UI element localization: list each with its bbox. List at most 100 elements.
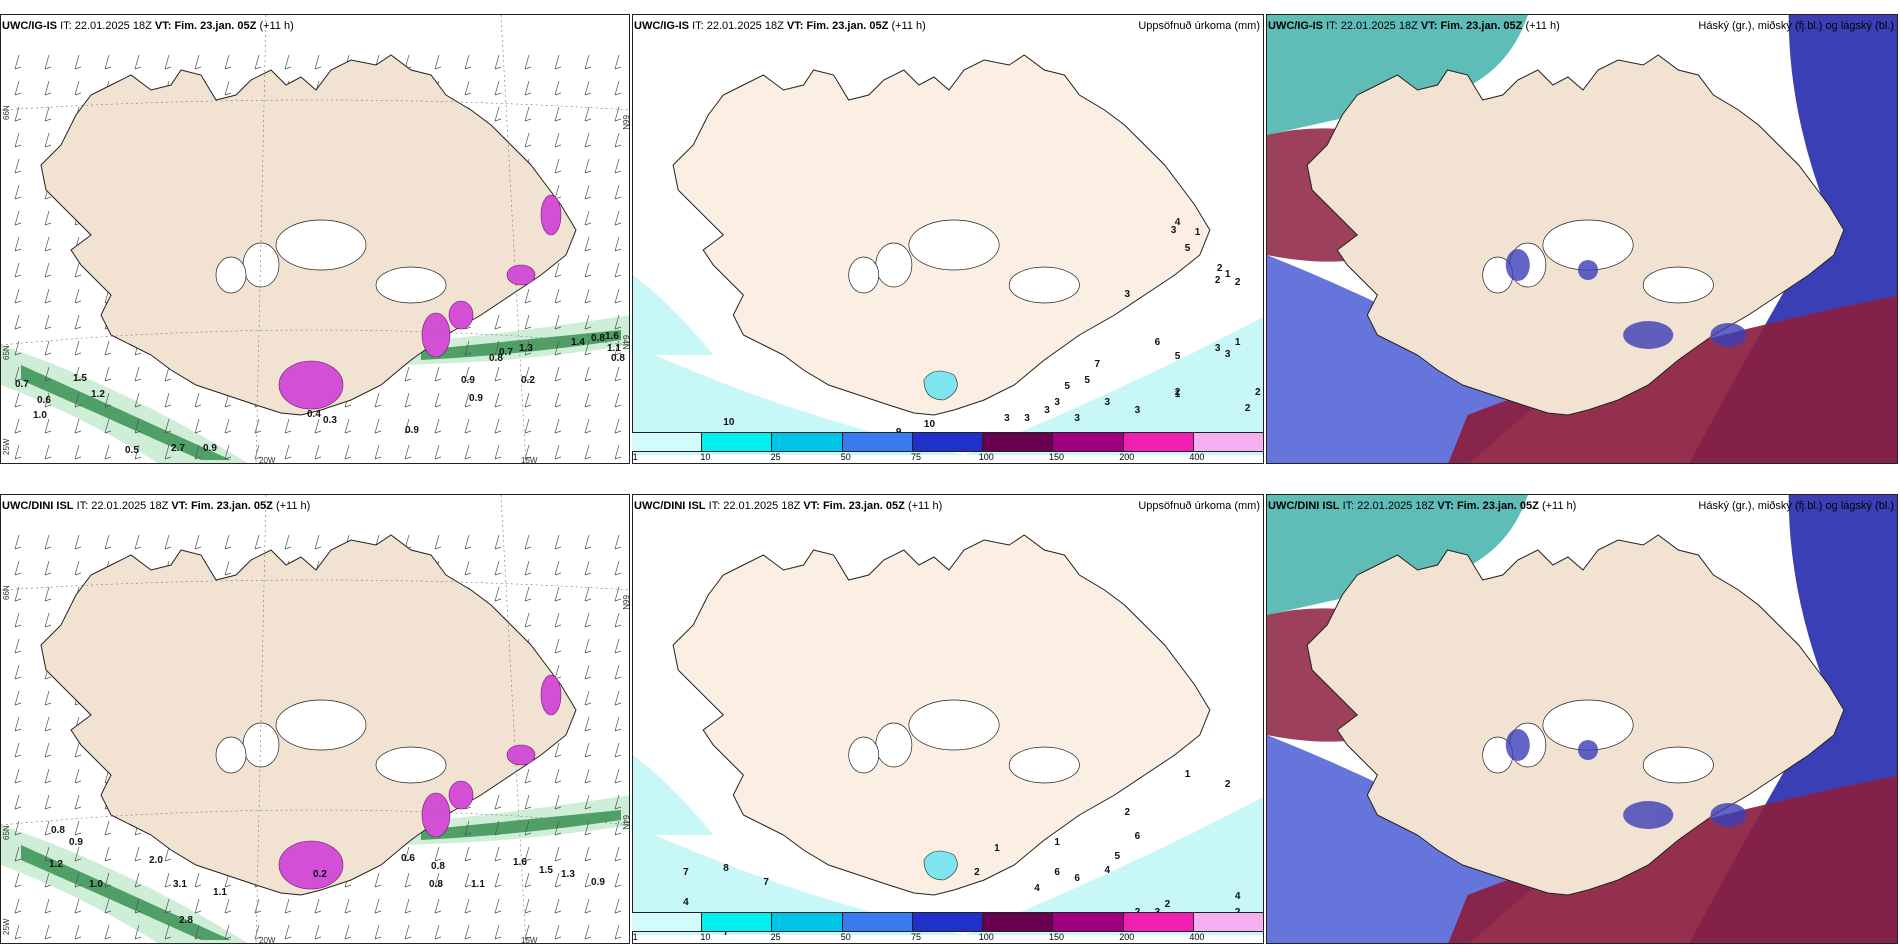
legend-tick: 100 <box>978 452 994 462</box>
precip-value-label: 3 <box>1074 413 1080 424</box>
precip-value-label: 2 <box>1217 263 1223 274</box>
legend-swatch <box>702 433 773 451</box>
glacier <box>375 746 447 784</box>
wind-value-label: 1.6 <box>605 331 619 342</box>
legend-tick: 50 <box>840 932 851 942</box>
valid-time: VT: Fim. 23.jan. 05Z <box>154 20 257 32</box>
precip-value-label: 3 <box>1171 225 1177 236</box>
wind-value-label: 2.0 <box>149 855 163 866</box>
it-label: IT: <box>60 20 72 32</box>
init-time: 22.01.2025 18Z <box>1340 20 1418 32</box>
wind-value-label: 0.9 <box>591 877 605 888</box>
header-r1-p3: UWC/IG-IS IT: 22.01.2025 18Z VT: Fim. 23… <box>1266 20 1898 36</box>
precip-value-label: 7 <box>763 877 769 888</box>
wind-value-label: 1.3 <box>561 869 575 880</box>
header-r1-p1: UWC/IG-IS IT: 22.01.2025 18Z VT: Fim. 23… <box>0 20 630 36</box>
precip-value-label: 6 <box>1155 337 1161 348</box>
precip-legend-r2: 1 10 25 50 75 100 150 200 400 <box>632 912 1264 944</box>
wind-value-label: 0.2 <box>313 869 327 880</box>
panel-title: Háský (gr.), miðský (fj.bl.) og lágský (… <box>1698 20 1894 32</box>
it-label: IT: <box>1326 20 1338 32</box>
legend-tick: 150 <box>1048 932 1064 942</box>
legend-tick: 75 <box>911 452 922 462</box>
precip-value-label: 4 <box>683 897 689 908</box>
map-svg: 66N 65N 20W 15W 25W 66N 64N 0.8 0.9 1.2 1.0 2.0 3.1 2… <box>1 495 630 944</box>
legend-swatch <box>912 913 984 931</box>
precip-value-label: 2 <box>1215 275 1221 286</box>
legend-tick: 25 <box>770 452 781 462</box>
wind-value-label: 2.8 <box>179 915 193 926</box>
wind-value-label: 1.1 <box>607 343 621 354</box>
model-name: UWC/IG-IS <box>634 20 689 32</box>
legend-tick: 200 <box>1119 452 1135 462</box>
glacier <box>908 699 1000 751</box>
header-r2-p3: UWC/DINI ISL IT: 22.01.2025 18Z VT: Fim.… <box>1266 500 1898 516</box>
precip-value-label: 3 <box>1125 289 1131 300</box>
it-label: IT: <box>708 500 721 512</box>
lat-label: 64N <box>621 815 630 830</box>
panel-cloud-r1 <box>1266 14 1898 464</box>
init-time: 22.01.2025 18Z <box>74 20 152 32</box>
lon-label: 25W <box>2 438 11 455</box>
wind-value-label: 0.8 <box>429 879 443 890</box>
map-svg: 101093333333557653322211243512123 <box>633 15 1263 463</box>
cloud-patches <box>1505 249 1747 349</box>
lead-time: (+11 h) <box>1541 500 1577 512</box>
lat-label: 66N <box>2 105 11 120</box>
lat-label: 66N <box>621 115 630 130</box>
valid-time: VT: Fim. 23.jan. 05Z <box>803 500 905 512</box>
precip-value-label: 2 <box>1225 779 1231 790</box>
wind-value-label: 1.1 <box>471 879 485 890</box>
map-svg: 7874712466456224212321 <box>633 495 1263 943</box>
glacier <box>215 736 247 774</box>
it-label: IT: <box>692 20 704 32</box>
glacier <box>1642 266 1714 304</box>
precip-value-label: 4 <box>1034 883 1040 894</box>
precip-value-label: 3 <box>1004 413 1010 424</box>
lat-label: 64N <box>621 335 630 350</box>
wind-value-label: 1.3 <box>519 343 533 354</box>
precip-value-label: 4 <box>1175 217 1181 228</box>
legend-swatch <box>1053 433 1124 451</box>
panel-precip-r2: 7874712466456224212321 <box>632 494 1264 944</box>
valid-time: VT: Fim. 23.jan. 05Z <box>786 20 889 32</box>
precip-value-label: 5 <box>1175 351 1181 362</box>
precip-value-label: 3 <box>1225 349 1231 360</box>
graticule <box>1 15 629 463</box>
valid-time: VT: Fim. 23.jan. 05Z <box>171 500 273 512</box>
precip-bands <box>1 795 629 943</box>
precip-value-label: 2 <box>1175 387 1181 398</box>
precip-value-label: 10 <box>924 419 936 430</box>
wind-value-label: 0.8 <box>489 353 503 364</box>
precip-value-label: 6 <box>1074 873 1080 884</box>
precip-value-label: 1 <box>994 843 1000 854</box>
wind-value-label: 0.4 <box>307 409 321 420</box>
lon-label: 20W <box>259 936 276 944</box>
precip-bands <box>1 315 629 463</box>
precip-value-label: 3 <box>1215 343 1221 354</box>
wind-value-label: 0.8 <box>431 861 445 872</box>
wind-value-label: 2.7 <box>171 443 185 454</box>
precip-sea-bands <box>633 275 1263 455</box>
precip-value-label: 5 <box>1115 851 1121 862</box>
wind-value-label: 1.1 <box>213 887 227 898</box>
precip-value-label: 7 <box>1094 359 1100 370</box>
snow-patches <box>278 194 562 410</box>
precip-value-label: 10 <box>723 417 735 428</box>
cloud-patches <box>1505 729 1747 829</box>
precip-value-label: 3 <box>1135 405 1141 416</box>
model-name: UWC/DINI ISL <box>1268 500 1340 512</box>
glacier <box>848 256 880 294</box>
legend-swatch <box>702 913 773 931</box>
legend-tick: 100 <box>978 932 994 942</box>
wind-value-label: 1.0 <box>33 410 47 421</box>
lead-time: (+11 h) <box>907 500 943 512</box>
precip-value-label: 4 <box>1235 891 1241 902</box>
panel-title: Háský (gr.), miðský (fj.bl.) og lágský (… <box>1698 500 1894 512</box>
model-name: UWC/IG-IS <box>2 20 57 32</box>
panel-title: Uppsöfnuð úrkoma (mm) <box>1138 500 1260 512</box>
legend-swatch <box>983 913 1054 931</box>
wind-value-label: 1.5 <box>539 865 553 876</box>
wind-value-label: 0.8 <box>591 333 605 344</box>
legend-ticks: 1 10 25 50 75 100 150 200 400 <box>632 452 1264 464</box>
